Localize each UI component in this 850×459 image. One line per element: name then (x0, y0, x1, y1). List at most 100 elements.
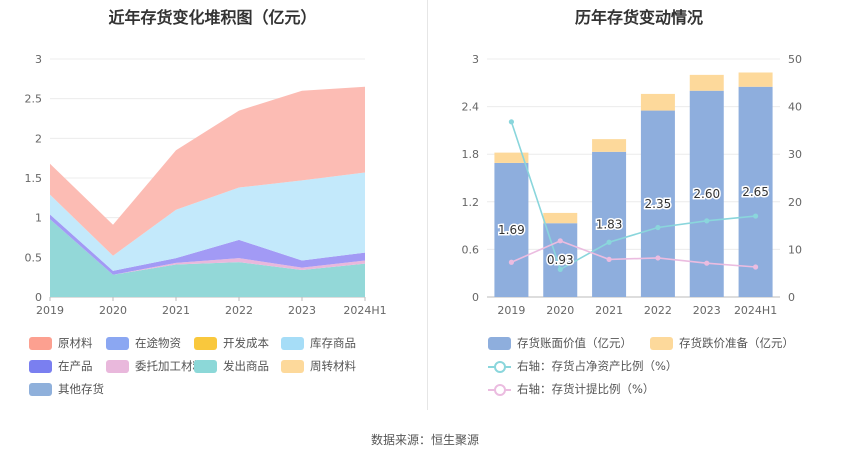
legend-item-开发成本[interactable]: 开发成本 (194, 335, 269, 351)
y-tick-label: 0.6 (462, 243, 480, 256)
panel-divider (427, 0, 428, 410)
bar-book-value (738, 86, 773, 298)
line-point (606, 239, 612, 245)
bar-impairment (494, 152, 529, 163)
x-tick-label: 2024H1 (343, 304, 386, 317)
line-point (752, 264, 759, 270)
line-point (752, 213, 759, 219)
line-point (704, 260, 710, 266)
line-point (508, 119, 515, 125)
legend-label: 发出商品 (223, 359, 269, 373)
legend-label: 在途物资 (135, 336, 181, 350)
x-tick-label: 2021 (595, 304, 623, 317)
y2-tick-label: 0 (788, 291, 795, 304)
x-tick-label: 2020 (546, 304, 574, 317)
legend-label: 右轴：存货占净资产比例（%） (517, 359, 678, 373)
legend-label: 其他存货 (58, 382, 104, 396)
legend-swatch (488, 360, 511, 373)
legend-swatch (194, 336, 217, 350)
y2-tick-label: 30 (788, 148, 802, 161)
x-tick-label: 2021 (162, 304, 190, 317)
legend-label: 委托加工材料 (135, 359, 204, 373)
line-point (704, 218, 710, 224)
y2-tick-label: 20 (788, 196, 802, 209)
y-tick-label: 2 (35, 132, 42, 145)
area-库存商品 (50, 172, 365, 271)
y-tick-label: 2.4 (462, 101, 480, 114)
bar-impairment (689, 74, 724, 91)
bar-book-value (592, 151, 627, 297)
bar-book-value (640, 110, 675, 297)
legend-swatch (194, 359, 217, 373)
legend-item-存货账面价值（亿元）[interactable]: 存货账面价值（亿元） (488, 335, 632, 351)
y-tick-label: 1.5 (25, 172, 43, 185)
bar-value-label: 2.65 (742, 185, 769, 199)
legend-swatch (29, 382, 52, 396)
x-tick-label: 2023 (693, 304, 721, 317)
legend-item-右轴：存货计提比例（%）[interactable]: 右轴：存货计提比例（%） (488, 381, 654, 397)
legend-item-在产品[interactable]: 在产品 (29, 358, 93, 374)
x-tick-label: 2020 (99, 304, 127, 317)
area-原材料 (50, 86, 365, 256)
x-tick-label: 2022 (644, 304, 672, 317)
legend-swatch (29, 359, 52, 373)
legend-swatch (650, 336, 673, 350)
y-tick-label: 1.2 (462, 196, 480, 209)
x-tick-label: 2023 (288, 304, 316, 317)
legend-label: 在产品 (58, 359, 93, 373)
legend-item-存货跌价准备（亿元）[interactable]: 存货跌价准备（亿元） (650, 335, 794, 351)
line-右轴：存货计提比例（%） (511, 239, 756, 268)
y-tick-label: 2.5 (25, 93, 43, 106)
area-发出商品 (50, 219, 365, 297)
legend-swatch (281, 336, 304, 350)
line-point (557, 266, 563, 272)
data-source-note: 数据来源：恒生聚源 (370, 433, 479, 447)
legend-item-库存商品[interactable]: 库存商品 (281, 335, 356, 351)
legend-item-委托加工材料[interactable]: 委托加工材料 (106, 358, 204, 374)
y-tick-label: 0.5 (25, 251, 43, 264)
legend-label: 右轴：存货计提比例（%） (517, 382, 655, 396)
y-tick-label: 3 (35, 53, 42, 66)
legend-label: 原材料 (58, 336, 93, 350)
legend-label: 存货账面价值（亿元） (517, 336, 632, 350)
legend-item-右轴：存货占净资产比例（%）[interactable]: 右轴：存货占净资产比例（%） (488, 358, 677, 374)
y2-tick-label: 40 (788, 101, 802, 114)
bar-value-label: 1.69 (498, 223, 525, 237)
legend-label: 周转材料 (310, 359, 356, 373)
legend-item-其他存货[interactable]: 其他存货 (29, 381, 104, 397)
legend-item-周转材料[interactable]: 周转材料 (281, 358, 356, 374)
legend-swatch (106, 336, 129, 350)
legend-item-原材料[interactable]: 原材料 (29, 335, 93, 351)
right-chart-title: 历年存货变动情况 (574, 8, 703, 27)
legend-swatch (106, 359, 129, 373)
legend-label: 开发成本 (223, 336, 269, 350)
y-tick-label: 1.8 (462, 148, 480, 161)
bar-impairment (543, 212, 578, 224)
left-stacked-area-chart: 0 0.5 1 1.5 2 2.5 3 2019 2020 2021 2022 2023 2024H1 (25, 53, 387, 317)
y-tick-label: 0 (472, 291, 479, 304)
legend-item-在途物资[interactable]: 在途物资 (106, 335, 181, 351)
line-point (606, 256, 612, 262)
legend-item-发出商品[interactable]: 发出商品 (194, 358, 269, 374)
bar-value-label: 1.83 (596, 217, 623, 231)
bar-book-value (494, 162, 529, 297)
legend-swatch (488, 383, 511, 396)
bar-impairment (640, 93, 675, 111)
legend-label: 存货跌价准备（亿元） (679, 336, 794, 350)
legend-label: 库存商品 (310, 336, 356, 350)
x-tick-label: 2019 (36, 304, 64, 317)
line-point (557, 238, 563, 244)
line-point (655, 255, 661, 261)
y2-tick-label: 10 (788, 243, 802, 256)
legend-swatch (281, 359, 304, 373)
legend-swatch (488, 336, 511, 350)
line-point (508, 259, 515, 265)
bar-impairment (592, 139, 627, 152)
x-tick-label: 2024H1 (734, 304, 777, 317)
x-tick-label: 2022 (225, 304, 253, 317)
x-tick-label: 2019 (497, 304, 525, 317)
area-在产品 (50, 214, 365, 275)
legend-swatch (29, 336, 52, 350)
bar-impairment (738, 72, 773, 87)
